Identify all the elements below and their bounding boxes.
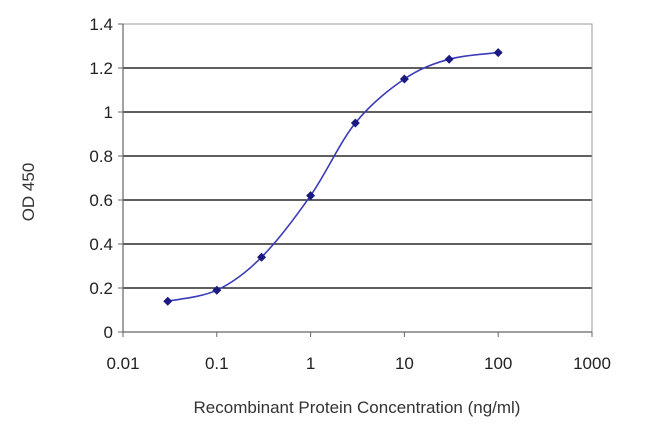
- plot-area: [123, 24, 592, 332]
- data-point-4: [350, 118, 360, 128]
- y-tick-label-3: 0.6: [89, 191, 113, 210]
- data-point-0: [163, 296, 173, 306]
- series-line: [167, 51, 499, 302]
- x-tick-label-1: 0.1: [205, 354, 229, 373]
- x-tick-label-4: 100: [484, 354, 512, 373]
- y-tick-label-0: 0: [104, 323, 113, 342]
- gridlines: [123, 67, 592, 289]
- data-point-1: [212, 285, 222, 295]
- data-point-5: [399, 74, 409, 84]
- y-tick-label-7: 1.4: [89, 15, 113, 34]
- x-tick-label-0: 0.01: [106, 354, 139, 373]
- axes: [118, 23, 593, 337]
- y-tick-label-6: 1.2: [89, 59, 113, 78]
- y-tick-label-2: 0.4: [89, 235, 113, 254]
- x-tick-label-5: 1000: [573, 354, 611, 373]
- data-points: [163, 48, 503, 306]
- y-tick-label-5: 1: [104, 103, 113, 122]
- x-axis-title: Recombinant Protein Concentration (ng/ml…: [194, 398, 521, 417]
- y-axis-title: OD 450: [19, 163, 38, 222]
- data-point-3: [306, 191, 316, 201]
- data-point-7: [493, 48, 503, 58]
- x-tick-labels: 0.01 0.1 1 10 100 1000: [106, 354, 610, 373]
- x-tick-label-2: 1: [306, 354, 315, 373]
- y-tick-label-4: 0.8: [89, 147, 113, 166]
- data-point-2: [257, 252, 267, 262]
- y-tick-labels: 0 0.2 0.4 0.6 0.8 1 1.2 1.4: [89, 15, 113, 342]
- y-tick-label-1: 0.2: [89, 279, 113, 298]
- x-tick-label-3: 10: [395, 354, 414, 373]
- data-point-6: [444, 54, 454, 64]
